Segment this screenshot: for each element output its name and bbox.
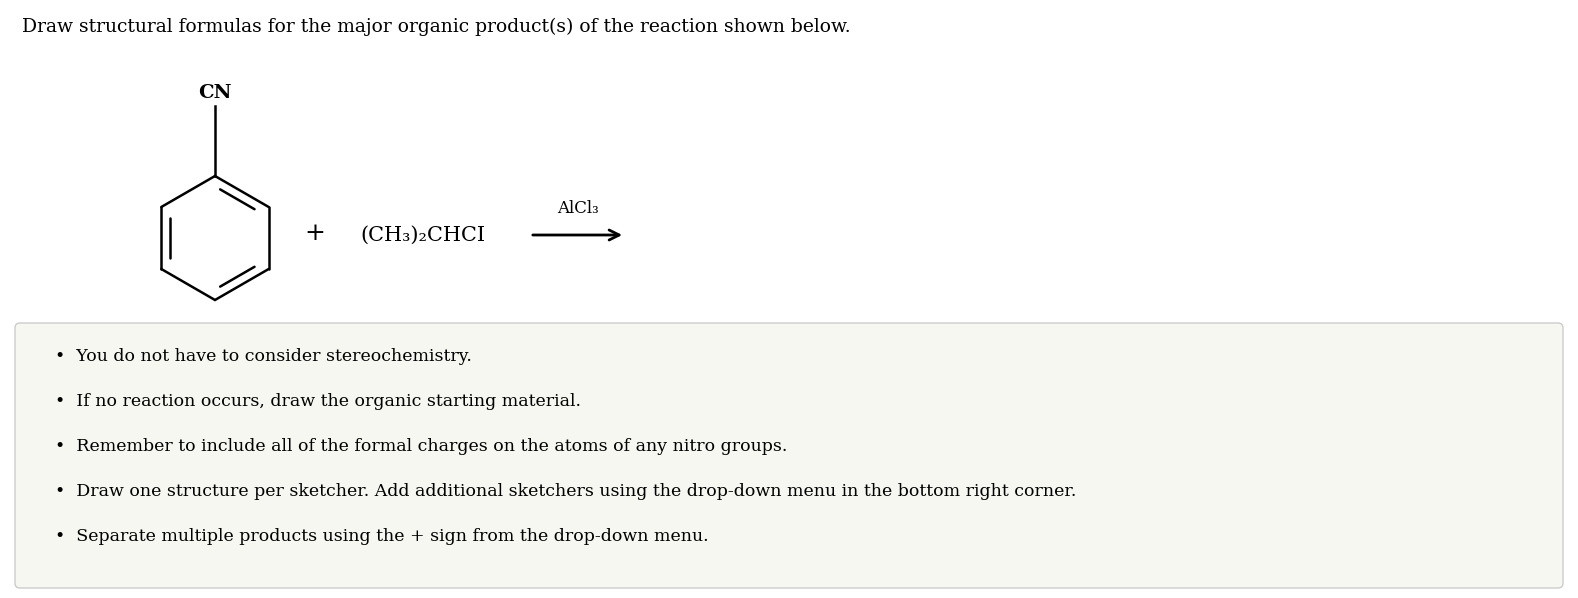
Text: (CH₃)₂CHCI: (CH₃)₂CHCI [360,225,484,245]
Text: •  Remember to include all of the formal charges on the atoms of any nitro group: • Remember to include all of the formal … [55,438,787,455]
FancyBboxPatch shape [16,323,1562,588]
Text: •  If no reaction occurs, draw the organic starting material.: • If no reaction occurs, draw the organi… [55,393,581,410]
Text: +: + [305,221,325,245]
Text: •  Separate multiple products using the + sign from the drop-down menu.: • Separate multiple products using the +… [55,528,709,545]
Text: •  Draw one structure per sketcher. Add additional sketchers using the drop-down: • Draw one structure per sketcher. Add a… [55,483,1076,500]
Text: Draw structural formulas for the major organic product(s) of the reaction shown : Draw structural formulas for the major o… [22,18,851,36]
Text: CN: CN [199,84,232,102]
Text: •  You do not have to consider stereochemistry.: • You do not have to consider stereochem… [55,348,472,365]
Text: AlCl₃: AlCl₃ [557,200,598,217]
